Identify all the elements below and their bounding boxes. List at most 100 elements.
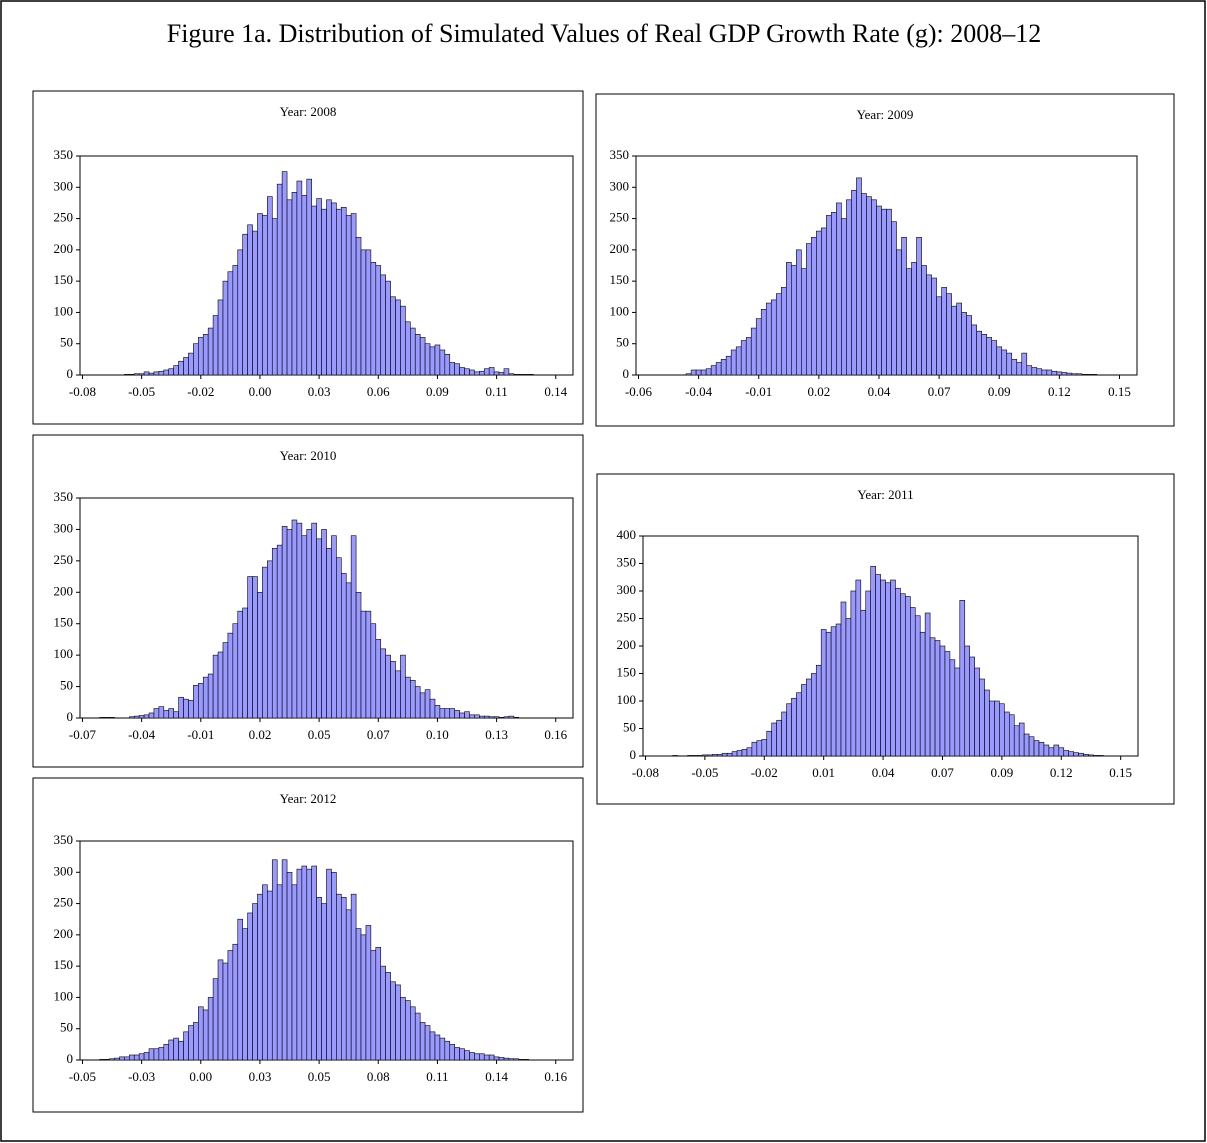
bar bbox=[380, 648, 386, 719]
bar bbox=[390, 661, 396, 719]
bar bbox=[429, 698, 436, 719]
bar bbox=[188, 1025, 194, 1061]
x-tick-label: 0.07 bbox=[367, 727, 390, 742]
bar bbox=[479, 1053, 485, 1061]
bar bbox=[479, 715, 485, 719]
bar bbox=[826, 215, 832, 376]
bar bbox=[419, 337, 426, 376]
bar bbox=[474, 714, 480, 719]
y-tick-label: 100 bbox=[610, 303, 630, 318]
bar bbox=[498, 372, 505, 376]
y-tick-label: 300 bbox=[617, 582, 637, 597]
y-tick-label: 100 bbox=[54, 988, 74, 1003]
bar bbox=[959, 600, 966, 757]
bar bbox=[994, 700, 1000, 757]
bar bbox=[880, 579, 886, 757]
bar bbox=[380, 274, 386, 376]
bar bbox=[464, 1050, 470, 1061]
bar bbox=[966, 315, 972, 376]
bar bbox=[168, 708, 174, 719]
bar bbox=[193, 685, 199, 719]
bar bbox=[726, 752, 733, 757]
bar bbox=[212, 315, 219, 376]
y-tick-label: 150 bbox=[610, 272, 630, 287]
bar bbox=[400, 997, 406, 1061]
bar bbox=[1076, 373, 1083, 376]
bar bbox=[104, 717, 110, 719]
bar bbox=[183, 1031, 189, 1061]
y-tick-label: 250 bbox=[610, 210, 630, 225]
bar bbox=[262, 215, 268, 376]
bar bbox=[974, 667, 980, 757]
y-tick-label: 250 bbox=[54, 210, 74, 225]
bar bbox=[252, 230, 258, 376]
bar bbox=[483, 715, 490, 719]
bar bbox=[672, 755, 678, 757]
x-tick-label: 0.03 bbox=[308, 384, 331, 399]
x-tick-label: 0.11 bbox=[426, 1069, 448, 1084]
bar bbox=[395, 670, 401, 719]
bar bbox=[350, 893, 357, 1061]
bar bbox=[242, 607, 248, 719]
bar bbox=[355, 237, 362, 376]
bar bbox=[976, 330, 982, 376]
bar bbox=[831, 212, 837, 376]
bar bbox=[262, 566, 268, 719]
bar bbox=[518, 374, 525, 376]
bar bbox=[370, 950, 377, 1061]
bar bbox=[796, 249, 802, 376]
bar bbox=[296, 522, 303, 719]
x-tick-label: 0.04 bbox=[868, 384, 891, 399]
y-tick-label: 200 bbox=[54, 926, 74, 941]
bar bbox=[956, 302, 962, 376]
y-tick-label: 50 bbox=[60, 678, 73, 693]
bar bbox=[173, 365, 179, 376]
bar bbox=[751, 741, 758, 757]
bar bbox=[281, 859, 288, 1061]
y-tick-label: 250 bbox=[54, 552, 74, 567]
bar bbox=[326, 547, 332, 719]
bar bbox=[198, 683, 204, 719]
bar bbox=[414, 334, 421, 376]
bar bbox=[503, 368, 510, 376]
x-tick-label: -0.08 bbox=[69, 384, 96, 399]
bar bbox=[702, 754, 708, 757]
bar bbox=[810, 673, 817, 757]
bar bbox=[488, 1054, 495, 1061]
bar bbox=[1058, 747, 1065, 757]
bar bbox=[715, 362, 722, 376]
y-tick-label: 300 bbox=[54, 520, 74, 535]
bar bbox=[1051, 370, 1058, 376]
x-tick-label: -0.05 bbox=[69, 1069, 96, 1084]
bar bbox=[188, 352, 194, 376]
bar bbox=[766, 730, 772, 757]
bar bbox=[513, 1058, 520, 1061]
bar bbox=[1098, 755, 1104, 757]
bar bbox=[861, 193, 867, 376]
bar bbox=[444, 1040, 451, 1061]
bar bbox=[336, 893, 342, 1061]
bar bbox=[119, 1056, 125, 1061]
bar bbox=[730, 349, 737, 376]
bar bbox=[488, 367, 495, 376]
y-tick-label: 100 bbox=[54, 646, 74, 661]
bar bbox=[133, 373, 140, 376]
bar bbox=[707, 754, 713, 757]
y-tick-label: 0 bbox=[67, 366, 74, 381]
bar bbox=[1006, 352, 1013, 376]
bar bbox=[695, 369, 702, 376]
bar bbox=[345, 215, 352, 376]
bar bbox=[316, 538, 322, 719]
bar bbox=[745, 337, 752, 376]
bar bbox=[776, 719, 782, 757]
bar bbox=[291, 191, 298, 376]
bar bbox=[296, 868, 303, 1061]
bar bbox=[410, 327, 416, 376]
y-tick-label: 150 bbox=[617, 664, 637, 679]
bar bbox=[217, 651, 224, 719]
x-tick-label: 0.12 bbox=[1050, 765, 1073, 780]
bar bbox=[109, 1058, 115, 1061]
bar bbox=[168, 1039, 174, 1061]
bar bbox=[731, 751, 738, 757]
bar bbox=[989, 700, 995, 757]
